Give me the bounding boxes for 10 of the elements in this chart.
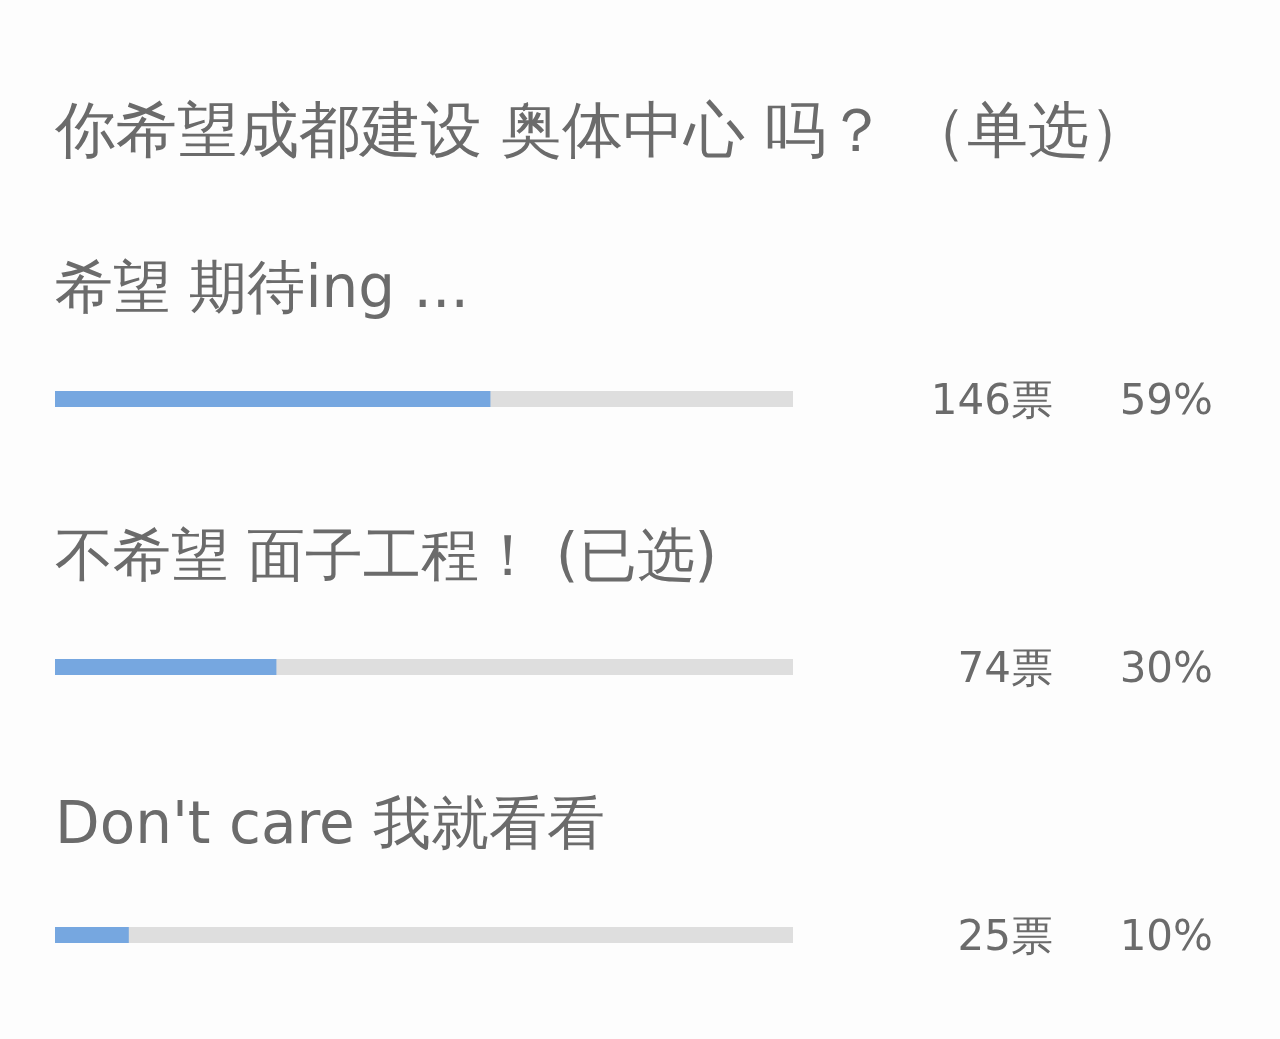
data-label: 59% <box>1119 374 1213 424</box>
y-tick-label: 不希望 面子工程！ (已选) <box>55 521 718 589</box>
data-label: 30% <box>1119 642 1213 692</box>
data-label: 10% <box>1119 910 1213 960</box>
y-tick-label: 希望 期待ing ... <box>55 253 469 321</box>
text: 74票 <box>957 642 1053 692</box>
text: 146票 <box>930 374 1053 424</box>
chart-title: 你希望成都建设 奥体中心 吗？ （单选） <box>55 94 1151 166</box>
text: 25票 <box>957 910 1053 960</box>
y-tick-label: Don't care 我就看看 <box>55 789 606 857</box>
